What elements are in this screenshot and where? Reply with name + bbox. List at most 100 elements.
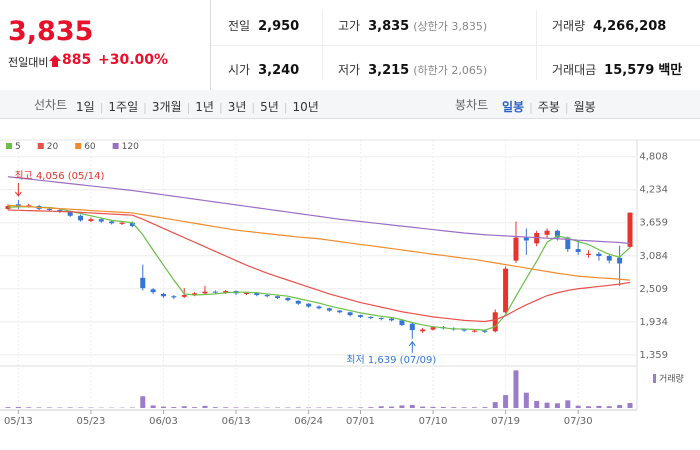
tab-sep: | — [218, 101, 223, 114]
candle-body — [243, 292, 249, 294]
period-tab[interactable]: 1년 — [195, 100, 214, 114]
candle-tabs: 일봉 | 주봉 | 월봉 — [502, 96, 596, 115]
legend-label: 60 — [84, 142, 96, 152]
divider — [536, 10, 537, 80]
candle-tab[interactable]: 주봉 — [537, 100, 560, 114]
volume-bar — [451, 407, 457, 408]
volume-bar — [171, 407, 177, 408]
volume-bar — [482, 407, 488, 408]
x-tick-label: 05/13 — [4, 416, 33, 427]
candle-body — [513, 237, 519, 261]
volume-bar — [440, 406, 446, 408]
volume-bar — [565, 400, 571, 408]
candle-body — [337, 310, 343, 313]
period-tab[interactable]: 3개월 — [151, 100, 182, 114]
volume-bar — [5, 407, 11, 408]
volume-bar — [233, 407, 239, 408]
candle-body — [482, 330, 488, 332]
tab-sep: | — [143, 101, 147, 114]
divider — [211, 45, 700, 46]
candle-body — [627, 212, 633, 247]
candle-body — [461, 329, 467, 331]
candle-body — [430, 327, 436, 330]
candle-body — [98, 219, 104, 222]
period-tab[interactable]: 5년 — [260, 100, 279, 114]
candle-body — [212, 291, 218, 293]
candle-tab[interactable]: 월봉 — [573, 100, 596, 114]
candle-body — [295, 300, 301, 304]
legend-swatch — [6, 143, 12, 149]
volume-bar — [606, 406, 612, 408]
period-tab[interactable]: 10년 — [292, 100, 319, 114]
volume-bar — [399, 405, 405, 408]
stat-value: 4,266,208 — [593, 19, 667, 34]
arrow — [408, 340, 416, 353]
candle-body — [420, 329, 426, 332]
line-chart-label: 선차트 — [34, 98, 68, 112]
candle-body — [78, 215, 84, 221]
tab-sep: | — [283, 101, 288, 114]
candle-body — [150, 289, 156, 293]
tab-sep: | — [564, 101, 569, 114]
volume-bar — [378, 406, 384, 408]
volume-bar — [586, 406, 592, 408]
candle-tab[interactable]: 일봉 — [502, 100, 525, 114]
x-tick-label: 06/13 — [222, 416, 251, 427]
y-tick-label: 4,808 — [639, 152, 668, 163]
stat: 거래대금 15,579 백만 — [552, 59, 682, 78]
x-tick-label: 07/30 — [564, 416, 593, 427]
legend-swatch — [75, 143, 82, 149]
candle-body — [554, 230, 560, 238]
stat-value: 2,950 — [258, 19, 300, 34]
candle-body — [544, 230, 550, 235]
volume-bar — [150, 405, 156, 408]
candle-body — [347, 312, 353, 316]
candle-body — [565, 237, 571, 250]
stat-value: 3,215 — [368, 63, 410, 78]
period-tab[interactable]: 1일 — [76, 100, 95, 114]
volume-bar — [223, 407, 229, 408]
candle-body — [254, 292, 260, 296]
volume-bar — [212, 407, 218, 408]
candle-body — [202, 291, 208, 294]
tab-bar: 선차트 1일 | 1주일 | 3개월 | 1년 | 3년 | 5년 | 10년 봉차트 일봉 | 주봉 | 월봉 — [0, 90, 700, 119]
candle-body — [5, 206, 11, 209]
y-tick-label: 2,509 — [639, 284, 668, 295]
candle-body — [171, 296, 177, 298]
candle-body — [88, 219, 94, 221]
candle-body — [617, 257, 623, 264]
candle-label: 봉차트 — [455, 98, 489, 112]
x-tick-label: 07/01 — [346, 416, 375, 427]
candle-body — [606, 256, 612, 261]
y-tick-label: 3,084 — [639, 251, 668, 262]
candle-body — [472, 330, 477, 332]
volume-bar — [36, 407, 42, 408]
volume-bar — [202, 405, 208, 408]
legend-label: 20 — [47, 142, 59, 152]
volume-bar — [368, 407, 374, 408]
stat-value: 3,240 — [258, 63, 300, 78]
volume-bar — [523, 392, 529, 408]
stat-label: 거래량 — [552, 19, 586, 33]
legend-swatch — [112, 143, 119, 149]
period-tab[interactable]: 3년 — [227, 100, 247, 114]
volume-bar — [461, 407, 467, 408]
price: 3,835 — [8, 16, 94, 47]
stat: 시가 3,240 — [228, 59, 299, 78]
candle-body — [140, 277, 146, 289]
volume-bar — [596, 405, 602, 408]
period-tab[interactable]: 1주일 — [108, 100, 139, 114]
x-tick-label: 05/23 — [77, 416, 106, 427]
volume-bar — [337, 407, 343, 408]
stat: 고가 3,835 (상한가 3,835) — [338, 15, 487, 34]
header: 3,835 전일대비 885 +30.00% 전일 2,950 고가 3,835 (상한… — [0, 0, 700, 91]
volume-bar — [544, 402, 550, 408]
y-tick-label: 1,934 — [639, 317, 668, 328]
volume-bar — [534, 400, 540, 408]
candle-body — [389, 318, 395, 321]
divider — [322, 10, 323, 80]
divider — [210, 0, 211, 90]
volume-bar — [503, 395, 509, 408]
